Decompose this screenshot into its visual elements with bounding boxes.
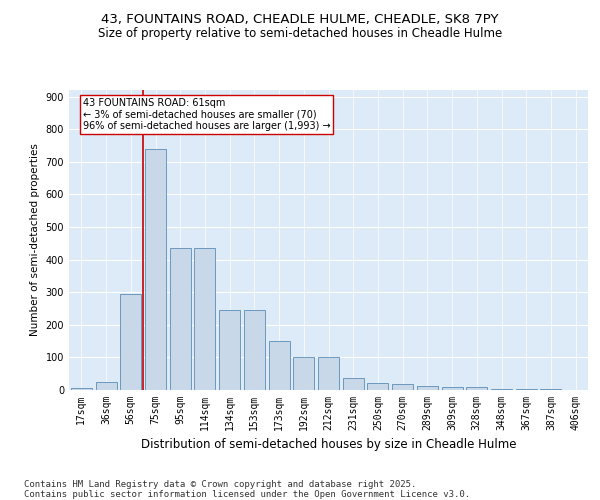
Bar	[516, 389, 537, 390]
Text: Size of property relative to semi-detached houses in Cheadle Hulme: Size of property relative to semi-detach…	[98, 28, 502, 40]
Y-axis label: Number of semi-detached properties: Number of semi-detached properties	[30, 144, 40, 336]
Bar	[318, 358, 339, 390]
Bar	[367, 384, 388, 390]
Text: 43, FOUNTAINS ROAD, CHEADLE HULME, CHEADLE, SK8 7PY: 43, FOUNTAINS ROAD, CHEADLE HULME, CHEAD…	[101, 12, 499, 26]
Text: Contains public sector information licensed under the Open Government Licence v3: Contains public sector information licen…	[24, 490, 470, 499]
Bar	[293, 358, 314, 390]
Bar	[466, 388, 487, 390]
Bar	[442, 388, 463, 390]
Text: Contains HM Land Registry data © Crown copyright and database right 2025.: Contains HM Land Registry data © Crown c…	[24, 480, 416, 489]
Bar	[269, 341, 290, 390]
Bar	[120, 294, 141, 390]
Bar	[343, 378, 364, 390]
Bar	[71, 388, 92, 390]
Bar	[417, 386, 438, 390]
X-axis label: Distribution of semi-detached houses by size in Cheadle Hulme: Distribution of semi-detached houses by …	[141, 438, 516, 452]
Bar	[219, 310, 240, 390]
Bar	[145, 148, 166, 390]
Text: 43 FOUNTAINS ROAD: 61sqm
← 3% of semi-detached houses are smaller (70)
96% of se: 43 FOUNTAINS ROAD: 61sqm ← 3% of semi-de…	[83, 98, 330, 132]
Bar	[244, 310, 265, 390]
Bar	[95, 382, 116, 390]
Bar	[194, 248, 215, 390]
Bar	[170, 248, 191, 390]
Bar	[491, 388, 512, 390]
Bar	[392, 384, 413, 390]
